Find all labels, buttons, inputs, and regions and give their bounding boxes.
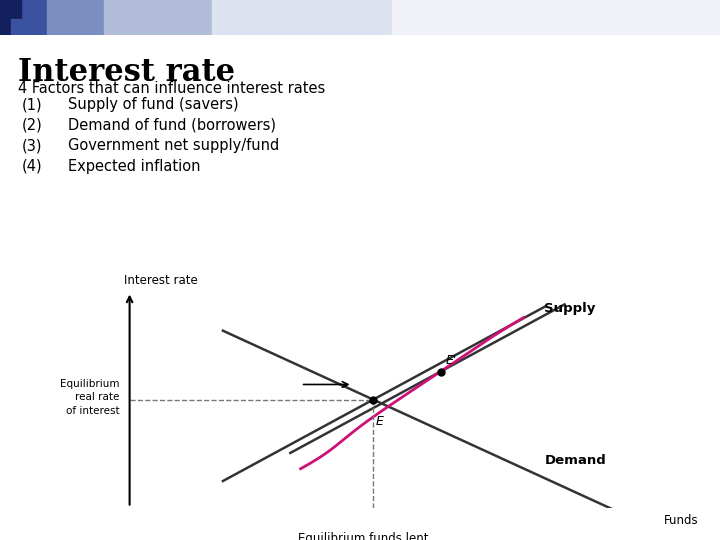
Text: Expected inflation: Expected inflation xyxy=(68,159,201,174)
Text: E: E xyxy=(376,415,384,428)
Bar xyxy=(392,0,720,35)
Bar xyxy=(0,19,9,35)
Bar xyxy=(18,0,47,35)
Text: 4 Factors that can influence interest rates: 4 Factors that can influence interest ra… xyxy=(18,81,325,96)
Bar xyxy=(11,19,21,35)
Bar xyxy=(104,0,212,35)
Text: E': E' xyxy=(446,354,457,367)
Text: (1): (1) xyxy=(22,97,42,112)
Text: Demand: Demand xyxy=(544,454,606,467)
Text: Government net supply/fund: Government net supply/fund xyxy=(68,138,279,153)
Bar xyxy=(0,0,21,17)
Bar xyxy=(0,0,18,35)
Text: Demand of fund (borrowers): Demand of fund (borrowers) xyxy=(68,118,276,133)
Bar xyxy=(212,0,392,35)
Text: (2): (2) xyxy=(22,118,42,133)
Text: (4): (4) xyxy=(22,159,42,174)
Text: Interest rate: Interest rate xyxy=(18,57,235,87)
Text: Supply: Supply xyxy=(544,302,595,315)
Text: (3): (3) xyxy=(22,138,42,153)
Text: Supply of fund (savers): Supply of fund (savers) xyxy=(68,97,239,112)
Text: Equilibrium funds lent: Equilibrium funds lent xyxy=(297,532,428,540)
Text: Interest rate: Interest rate xyxy=(125,274,198,287)
Text: Funds: Funds xyxy=(664,514,698,527)
Text: Equilibrium
real rate
of interest: Equilibrium real rate of interest xyxy=(60,379,120,416)
Bar xyxy=(47,0,104,35)
